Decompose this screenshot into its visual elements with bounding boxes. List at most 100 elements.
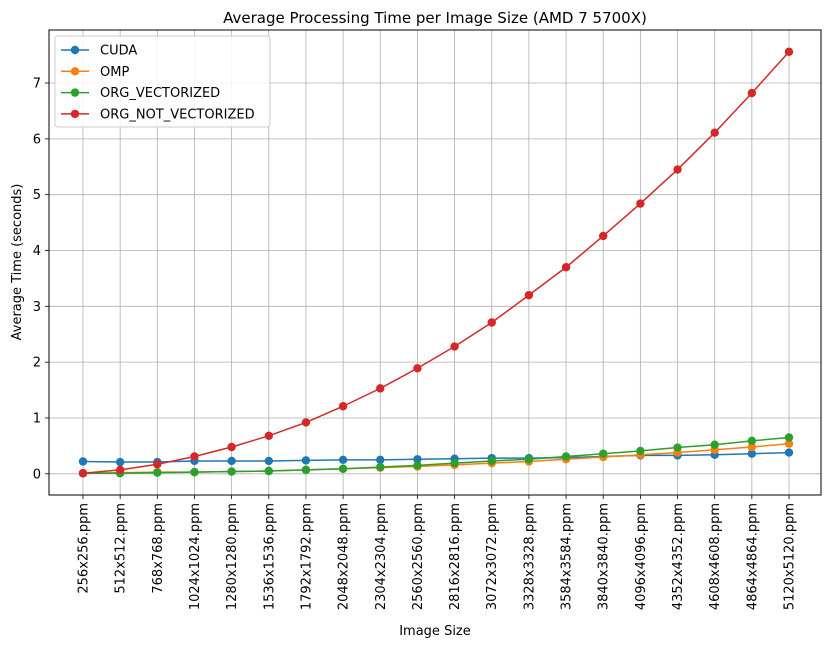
legend-box: [54, 35, 271, 128]
legend-marker: [70, 45, 80, 55]
x-tick-label: 3328x3328.ppm: [522, 503, 537, 610]
data-point: [599, 231, 608, 241]
x-tick-label: 1024x1024.ppm: [188, 503, 203, 610]
y-tick-label: 3: [33, 300, 41, 315]
data-point: [673, 165, 682, 174]
data-point: [264, 466, 273, 476]
data-point: [710, 440, 719, 449]
x-tick-label: 512x512.ppm: [114, 503, 129, 594]
data-point: [747, 436, 757, 446]
data-point: [78, 457, 88, 466]
data-point: [784, 433, 794, 442]
data-point: [376, 384, 385, 393]
x-tick-label: 1792x1792.ppm: [299, 503, 314, 610]
y-tick-label: 7: [33, 77, 41, 92]
data-point: [301, 418, 311, 427]
legend-marker: [70, 88, 80, 97]
legend-item: OMP: [61, 65, 129, 80]
x-tick-label: 4352x4352.ppm: [671, 503, 686, 610]
legend-marker: [70, 109, 80, 119]
y-tick-label: 4: [33, 244, 41, 259]
data-point: [376, 462, 385, 472]
legend-item: CUDA: [61, 44, 137, 59]
y-tick-label: 2: [33, 356, 41, 371]
data-point: [115, 465, 125, 475]
data-point: [153, 468, 162, 477]
plot-frame: [48, 29, 822, 496]
data-point: [561, 452, 571, 461]
x-axis-label: Image Size: [399, 624, 471, 639]
x-tick-label: 3840x3840.ppm: [597, 503, 612, 610]
legend: CUDA OMP ORG_VECTORIZED ORG_NOT_VECTORIZED: [54, 35, 271, 128]
x-tick-label: 1280x1280.ppm: [225, 503, 240, 610]
data-point: [784, 439, 794, 448]
data-point: [190, 467, 199, 477]
x-axis-ticks: 256x256.ppm 512x512.ppm 768x768.ppm 1024x10…: [77, 495, 798, 610]
x-tick-label: 3072x3072.ppm: [485, 503, 500, 610]
data-point: [413, 364, 422, 373]
data-point: [636, 446, 645, 456]
data-point: [747, 442, 757, 452]
chart-title: Average Processing Time per Image Size (…: [223, 9, 647, 27]
legend-label: CUDA: [100, 44, 137, 59]
data-point: [673, 443, 682, 452]
data-point: [115, 457, 125, 467]
x-tick-label: 2816x2816.ppm: [448, 503, 463, 610]
data-point: [747, 449, 757, 458]
data-point: [450, 458, 459, 468]
data-point: [561, 263, 571, 272]
legend-item: ORG_NOT_VECTORIZED: [61, 107, 255, 122]
x-tick-label: 2560x2560.ppm: [411, 503, 426, 610]
legend-item: ORG_VECTORIZED: [61, 86, 220, 101]
x-tick-label: 256x256.ppm: [77, 503, 92, 594]
data-point: [338, 464, 348, 473]
data-point: [747, 88, 757, 98]
y-tick-label: 6: [33, 132, 41, 147]
x-tick-label: 2304x2304.ppm: [374, 503, 389, 610]
y-axis-ticks: 0 1 2 3 4 5 6 7: [33, 77, 49, 482]
data-point: [376, 455, 385, 465]
series-line: [82, 51, 790, 474]
data-point: [301, 456, 311, 465]
data-point: [450, 342, 459, 351]
data-point: [524, 290, 534, 300]
data-point: [599, 449, 608, 458]
data-point: [227, 467, 236, 476]
y-tick-label: 0: [33, 467, 41, 482]
data-point: [710, 128, 719, 137]
data-point: [524, 455, 534, 464]
legend-label: ORG_VECTORIZED: [100, 86, 220, 101]
data-point: [784, 47, 794, 56]
x-tick-label: 768x768.ppm: [151, 503, 166, 594]
x-tick-label: 2048x2048.ppm: [337, 503, 352, 610]
data-point: [487, 456, 496, 466]
data-point: [636, 199, 645, 208]
data-point: [413, 461, 422, 470]
data-point: [301, 465, 311, 475]
data-point: [487, 318, 496, 327]
series-org-not-vectorized: [78, 47, 794, 478]
series-line: [83, 436, 790, 474]
data-point: [153, 460, 162, 469]
x-tick-label: 4608x4608.ppm: [708, 503, 723, 610]
legend-label: OMP: [100, 65, 129, 80]
y-tick-label: 1: [33, 411, 41, 426]
data-point: [264, 456, 273, 466]
y-tick-label: 5: [33, 188, 41, 203]
x-tick-label: 3584x3584.ppm: [560, 503, 575, 610]
series-layer: [78, 47, 794, 478]
data-point: [413, 455, 422, 464]
x-tick-label: 5120x5120.ppm: [783, 503, 798, 610]
x-tick-label: 4864x4864.ppm: [745, 503, 760, 610]
data-point: [338, 402, 348, 411]
legend-marker: [70, 67, 80, 76]
y-axis-label: Average Time (seconds): [10, 184, 25, 341]
data-point: [227, 442, 236, 452]
series-line: [82, 451, 790, 463]
data-point: [338, 455, 348, 465]
data-point: [784, 448, 794, 457]
data-point: [227, 456, 236, 466]
x-tick-label: 4096x4096.ppm: [634, 503, 649, 610]
data-point: [264, 431, 273, 441]
